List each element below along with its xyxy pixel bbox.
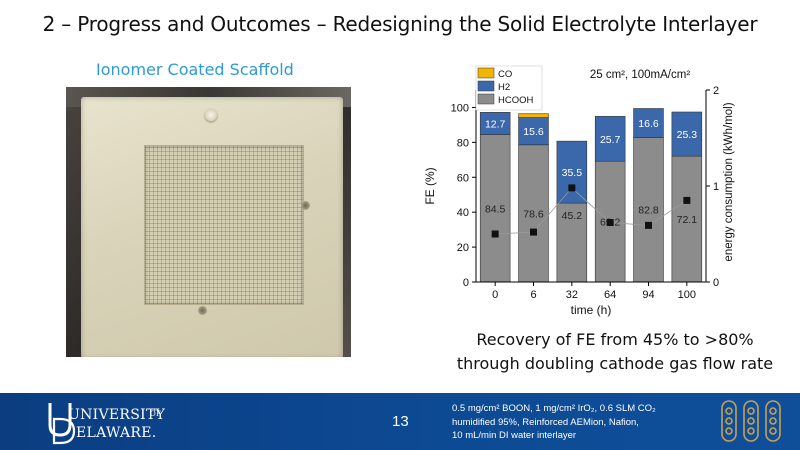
data-label: 78.6	[523, 208, 544, 220]
legend-swatch	[477, 93, 495, 105]
y2-tick-label: 1	[713, 181, 719, 193]
data-label: 35.5	[562, 167, 583, 179]
y-tick-label: 40	[457, 207, 469, 219]
logo-of: OF	[150, 410, 162, 418]
scaffold-pin	[205, 109, 217, 121]
bar-h2	[633, 108, 664, 138]
ud-monogram-icon	[48, 403, 76, 445]
decorative-pattern-icon	[721, 400, 781, 442]
footer-notes: 0.5 mg/cm² BOON, 1 mg/cm² IrO₂, 0.6 SLM …	[452, 402, 692, 443]
x-tick-label: 0	[492, 289, 498, 301]
scaffold-hole	[198, 306, 207, 315]
data-label: 12.7	[485, 118, 506, 130]
energy-point	[606, 218, 614, 226]
result-line-2: through doubling cathode gas flow rate	[456, 354, 774, 373]
legend-label: HCOOH	[498, 95, 534, 106]
y-tick-label: 100	[451, 102, 469, 114]
scaffold-hole	[301, 201, 310, 210]
x-tick-label: 100	[678, 289, 696, 301]
fe-chart: 84.512.778.615.645.235.569.225.782.816.6…	[423, 65, 735, 317]
legend-swatch	[477, 80, 495, 92]
scaffold-plate	[81, 97, 343, 357]
page-number: 13	[392, 413, 409, 430]
bar-co	[518, 113, 549, 118]
footer-note: 10 mL/min DI water interlayer	[452, 430, 577, 441]
energy-point	[683, 196, 691, 204]
data-label: 82.8	[638, 205, 659, 217]
data-label: 45.2	[562, 210, 583, 222]
bar-hcooh	[479, 134, 511, 283]
bar-h2	[556, 140, 588, 204]
logo-line-1: UNIVERSITY	[68, 407, 166, 423]
legend-label: H2	[498, 82, 510, 93]
footer-bar: UNIVERSITY OF ELAWARE. 13 0.5 mg/cm² BOO…	[0, 393, 800, 450]
y-tick-label: 0	[463, 277, 469, 289]
bar-h2	[479, 112, 511, 135]
y2-axis-label: energy consumption (kWh/mol)	[723, 102, 735, 261]
energy-point	[645, 221, 652, 229]
energy-point	[491, 230, 499, 238]
footer-note: 0.5 mg/cm² BOON, 1 mg/cm² IrO₂, 0.6 SLM …	[452, 403, 656, 414]
bar-h2	[518, 117, 549, 146]
result-line-1: Recovery of FE from 45% to >80%	[476, 330, 754, 349]
footer-note: humidified 95%, Reinforced AEMion, Nafio…	[452, 416, 639, 428]
x-tick-label: 6	[530, 289, 536, 301]
data-label: 16.6	[638, 118, 659, 130]
energy-point	[530, 228, 537, 236]
scaffold-photo	[66, 87, 351, 357]
data-label: 25.3	[677, 129, 698, 141]
x-tick-label: 94	[642, 289, 654, 301]
university-logo: UNIVERSITY OF ELAWARE.	[46, 399, 165, 445]
data-label: 25.7	[600, 134, 621, 146]
photo-caption: Ionomer Coated Scaffold	[96, 60, 294, 79]
data-label: 84.5	[485, 203, 506, 215]
x-tick-label: 64	[604, 289, 616, 301]
y-tick-label: 60	[457, 172, 469, 184]
bar-hcooh	[518, 144, 549, 283]
y-tick-label: 20	[457, 242, 469, 254]
x-axis-label: time (h)	[571, 303, 612, 317]
bar-h2	[594, 116, 626, 162]
bar-h2	[671, 111, 703, 157]
chart-annotation: 25 cm², 100mA/cm²	[590, 69, 690, 81]
scaffold-mesh	[144, 145, 304, 305]
y-axis-label: FE (%)	[423, 167, 437, 204]
bar-hcooh	[671, 155, 703, 283]
legend-label: CO	[498, 69, 512, 80]
y-tick-label: 80	[457, 137, 469, 149]
y2-tick-label: 2	[713, 85, 719, 97]
data-label: 15.6	[523, 126, 544, 138]
data-label: 72.1	[677, 214, 698, 226]
slide-title: 2 – Progress and Outcomes – Redesigning …	[42, 12, 758, 36]
energy-point	[568, 184, 576, 192]
x-tick-label: 32	[566, 289, 578, 301]
legend-swatch	[477, 67, 495, 79]
logo-line-2: ELAWARE.	[76, 425, 157, 441]
energy-line	[495, 187, 688, 235]
y2-tick-label: 0	[713, 277, 719, 289]
